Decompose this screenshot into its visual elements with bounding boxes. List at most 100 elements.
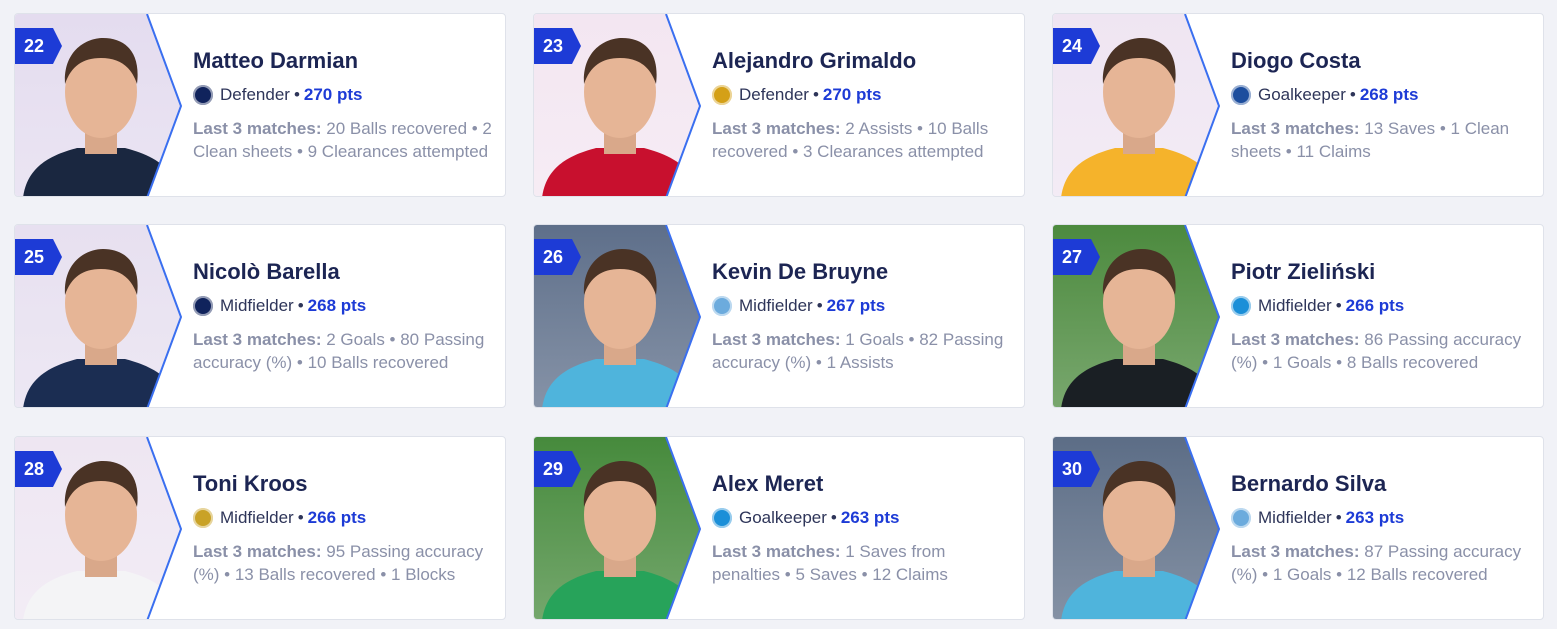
separator-dot: • [1349, 84, 1356, 104]
rank-badge: 23 [534, 28, 581, 64]
separator-dot: • [293, 84, 300, 104]
stats-label: Last 3 matches: [193, 541, 322, 561]
player-points: 263 pts [1345, 507, 1405, 527]
recent-stats: Last 3 matches: 86 Passing accuracy (%) … [1231, 328, 1531, 374]
player-card[interactable]: 27 Piotr Zieliński Midfielder • 266 pts Last … [1052, 224, 1544, 408]
player-portrait [534, 14, 702, 196]
rank-badge: 22 [15, 28, 62, 64]
separator-dot: • [1335, 295, 1342, 315]
rank-badge: 25 [15, 239, 62, 275]
player-info: Bernardo Silva Midfielder • 263 pts Last 3 m… [1231, 437, 1531, 619]
separator-dot: • [830, 507, 837, 527]
player-card[interactable]: 30 Bernardo Silva Midfielder • 263 pts Last 3… [1052, 436, 1544, 620]
player-card[interactable]: 22 Matteo Darmian Defender • 270 pts Last 3 m… [14, 13, 506, 197]
player-info: Alejandro Grimaldo Defender • 270 pts Last 3… [712, 14, 1012, 196]
separator-dot: • [297, 507, 304, 527]
player-meta: Goalkeeper • 268 pts [1231, 84, 1531, 105]
real-madrid-crest-icon [193, 507, 213, 528]
player-meta: Defender • 270 pts [712, 84, 1012, 105]
stats-text: 13 Saves • 1 Clean sheets • 11 Claims [1231, 118, 1510, 161]
stats-text: 1 Saves from penalties • 5 Saves • 12 Cl… [712, 541, 948, 584]
player-name[interactable]: Diogo Costa [1231, 47, 1361, 73]
benfica-crest-icon [712, 84, 732, 105]
stats-text: 95 Passing accuracy (%) • 13 Balls recov… [193, 541, 484, 584]
player-photo: 27 [1053, 225, 1223, 407]
player-position: Midfielder [739, 295, 813, 315]
stats-text: 2 Goals • 80 Passing accuracy (%) • 10 B… [193, 329, 485, 372]
player-points: 266 pts [307, 507, 367, 527]
player-meta: Midfielder • 267 pts [712, 295, 1012, 316]
player-portrait [1053, 437, 1221, 619]
player-portrait [15, 437, 183, 619]
stats-text: 20 Balls recovered • 2 Clean sheets • 9 … [193, 118, 492, 161]
stats-text: 1 Goals • 82 Passing accuracy (%) • 1 As… [712, 329, 1004, 372]
stats-label: Last 3 matches: [1231, 118, 1360, 138]
player-name[interactable]: Alex Meret [712, 470, 824, 496]
player-meta: Goalkeeper • 263 pts [712, 507, 1012, 528]
player-photo: 24 [1053, 14, 1223, 196]
player-name[interactable]: Toni Kroos [193, 470, 308, 496]
player-points: 268 pts [307, 295, 367, 315]
separator-dot: • [816, 295, 823, 315]
player-photo: 23 [534, 14, 704, 196]
player-points: 263 pts [840, 507, 900, 527]
player-position: Midfielder [1258, 295, 1332, 315]
porto-crest-icon [1231, 84, 1251, 105]
inter-crest-icon [193, 295, 213, 316]
player-position: Goalkeeper [739, 507, 827, 527]
player-photo: 28 [15, 437, 185, 619]
player-name[interactable]: Bernardo Silva [1231, 470, 1387, 496]
player-name[interactable]: Piotr Zieliński [1231, 258, 1376, 284]
player-card[interactable]: 23 Alejandro Grimaldo Defender • 270 pts Last… [533, 13, 1025, 197]
man-city-crest-icon [712, 295, 732, 316]
stats-label: Last 3 matches: [1231, 541, 1360, 561]
player-name[interactable]: Nicolò Barella [193, 258, 340, 284]
separator-dot: • [1335, 507, 1342, 527]
recent-stats: Last 3 matches: 20 Balls recovered • 2 C… [193, 117, 493, 163]
player-name[interactable]: Kevin De Bruyne [712, 258, 889, 284]
player-meta: Midfielder • 268 pts [193, 295, 493, 316]
recent-stats: Last 3 matches: 2 Goals • 80 Passing acc… [193, 328, 493, 374]
player-card[interactable]: 26 Kevin De Bruyne Midfielder • 267 pts Last … [533, 224, 1025, 408]
player-meta: Midfielder • 263 pts [1231, 507, 1531, 528]
player-position: Midfielder [1258, 507, 1332, 527]
stats-label: Last 3 matches: [1231, 329, 1360, 349]
player-photo: 30 [1053, 437, 1223, 619]
rank-badge: 28 [15, 451, 62, 487]
player-photo: 26 [534, 225, 704, 407]
player-info: Matteo Darmian Defender • 270 pts Last 3 mat… [193, 14, 493, 196]
rank-badge: 29 [534, 451, 581, 487]
stats-text: 87 Passing accuracy (%) • 1 Goals • 12 B… [1231, 541, 1522, 584]
player-info: Piotr Zieliński Midfielder • 266 pts Last 3 … [1231, 225, 1531, 407]
stats-label: Last 3 matches: [193, 329, 322, 349]
player-card[interactable]: 24 Diogo Costa Goalkeeper • 268 pts Last 3 ma… [1052, 13, 1544, 197]
player-meta: Defender • 270 pts [193, 84, 493, 105]
player-position: Defender [220, 84, 290, 104]
player-info: Kevin De Bruyne Midfielder • 267 pts Last 3 … [712, 225, 1012, 407]
stats-label: Last 3 matches: [193, 118, 322, 138]
player-photo: 29 [534, 437, 704, 619]
recent-stats: Last 3 matches: 95 Passing accuracy (%) … [193, 540, 493, 586]
player-photo: 22 [15, 14, 185, 196]
recent-stats: Last 3 matches: 2 Assists • 10 Balls rec… [712, 117, 1012, 163]
recent-stats: Last 3 matches: 13 Saves • 1 Clean sheet… [1231, 117, 1531, 163]
player-info: Diogo Costa Goalkeeper • 268 pts Last 3 matc… [1231, 14, 1531, 196]
rank-badge: 30 [1053, 451, 1100, 487]
player-position: Goalkeeper [1258, 84, 1346, 104]
player-name[interactable]: Alejandro Grimaldo [712, 47, 917, 73]
stats-label: Last 3 matches: [712, 118, 841, 138]
separator-dot: • [297, 295, 304, 315]
player-points: 267 pts [826, 295, 886, 315]
stats-label: Last 3 matches: [712, 541, 841, 561]
napoli-crest-icon [712, 507, 732, 528]
player-name[interactable]: Matteo Darmian [193, 47, 359, 73]
rank-badge: 24 [1053, 28, 1100, 64]
player-card[interactable]: 28 Toni Kroos Midfielder • 266 pts Last 3 mat… [14, 436, 506, 620]
inter-crest-icon [193, 84, 213, 105]
recent-stats: Last 3 matches: 1 Goals • 82 Passing acc… [712, 328, 1012, 374]
player-meta: Midfielder • 266 pts [193, 507, 493, 528]
rank-badge: 26 [534, 239, 581, 275]
player-card[interactable]: 25 Nicolò Barella Midfielder • 268 pts Last 3… [14, 224, 506, 408]
player-card[interactable]: 29 Alex Meret Goalkeeper • 263 pts Last 3 mat… [533, 436, 1025, 620]
